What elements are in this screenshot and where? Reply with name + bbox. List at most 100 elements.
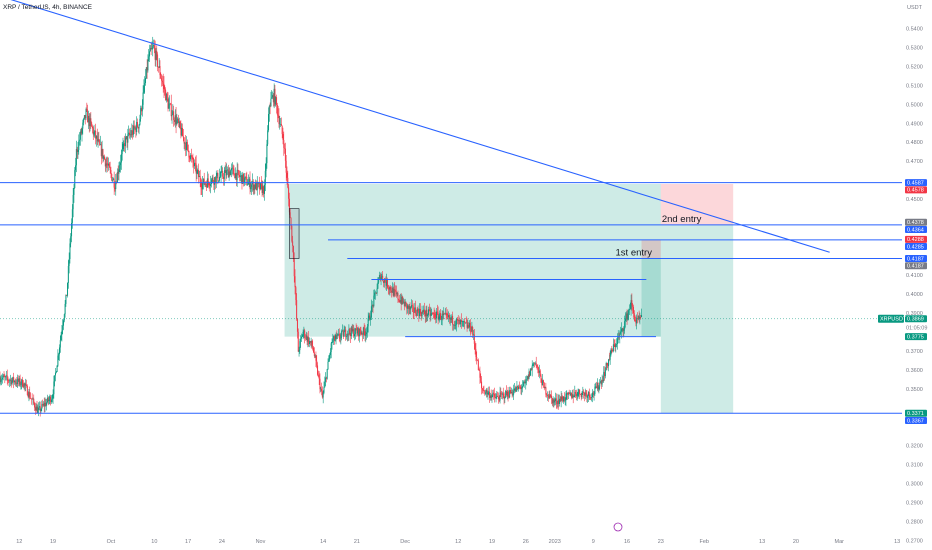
- candle: [177, 117, 179, 124]
- candle: [136, 118, 138, 129]
- candle: [505, 389, 507, 398]
- candle: [243, 172, 245, 187]
- candle: [30, 398, 32, 405]
- candle-body: [582, 391, 584, 393]
- candle: [112, 177, 114, 183]
- candle: [555, 393, 557, 409]
- candle-body: [200, 182, 202, 188]
- candle-body: [517, 385, 519, 389]
- candle-body: [317, 365, 319, 375]
- position-1-target-zone: [641, 258, 661, 337]
- candle-body: [159, 66, 161, 76]
- candle: [164, 85, 166, 96]
- candle-body: [625, 313, 627, 319]
- candle: [420, 312, 422, 321]
- candle-body: [369, 315, 371, 320]
- candle-body: [82, 122, 84, 129]
- candle-body: [396, 293, 398, 295]
- candle: [623, 325, 625, 338]
- candle: [353, 325, 355, 338]
- x-tick-19: 20: [793, 539, 799, 545]
- candle: [322, 390, 324, 404]
- candle: [51, 394, 53, 403]
- candle-body: [620, 328, 622, 332]
- candle: [157, 66, 159, 73]
- candle: [195, 155, 197, 182]
- candle-body: [580, 394, 582, 398]
- candle: [104, 158, 106, 172]
- candle: [150, 43, 152, 56]
- candle: [527, 374, 529, 382]
- candle: [410, 306, 412, 315]
- candle: [196, 165, 198, 180]
- candle-body: [378, 278, 380, 283]
- candle: [471, 321, 473, 332]
- candle: [396, 291, 398, 297]
- candle: [309, 337, 311, 348]
- candle: [391, 282, 393, 293]
- candle: [108, 162, 110, 168]
- candle-body: [46, 402, 48, 406]
- candle-body: [169, 103, 171, 105]
- candle: [273, 83, 275, 109]
- candle: [395, 285, 397, 297]
- candle-body: [451, 315, 453, 320]
- candle-body: [628, 310, 630, 314]
- candle-body: [74, 170, 76, 188]
- candle: [505, 385, 507, 397]
- candle-body: [56, 365, 58, 372]
- candle: [452, 324, 454, 331]
- candle-body: [387, 287, 389, 289]
- candle-body: [577, 392, 579, 396]
- candle-body: [421, 311, 423, 317]
- candle-body: [365, 333, 367, 336]
- candle-body: [611, 349, 613, 351]
- candle-body: [108, 163, 110, 166]
- candle-body: [84, 115, 86, 119]
- candle: [88, 113, 90, 133]
- candle: [585, 389, 587, 397]
- candle-body: [534, 362, 536, 364]
- candle: [554, 397, 556, 406]
- candle: [559, 394, 561, 407]
- candle-body: [419, 308, 421, 317]
- candle-body: [276, 104, 278, 115]
- candle-body: [13, 377, 15, 383]
- candle: [149, 45, 151, 52]
- candle-body: [50, 399, 52, 403]
- candle-body: [120, 162, 122, 166]
- candle: [423, 302, 425, 317]
- candle: [288, 184, 290, 207]
- candle: [136, 116, 138, 136]
- candle: [91, 124, 93, 134]
- candle: [22, 376, 24, 388]
- candle: [409, 302, 411, 315]
- candle: [402, 295, 404, 305]
- candle: [631, 293, 633, 311]
- candle: [224, 165, 226, 173]
- candle: [403, 299, 405, 311]
- price-badge-10: 0.3371: [905, 409, 927, 417]
- candle: [576, 391, 578, 401]
- candle: [192, 153, 194, 168]
- candle: [513, 384, 515, 401]
- candle: [629, 302, 631, 310]
- candle-body: [198, 176, 200, 178]
- candle-body: [481, 388, 483, 390]
- y-tick-17: 0.3000: [906, 482, 923, 488]
- candle-body: [19, 378, 21, 385]
- candle-body: [391, 290, 393, 293]
- candle-body: [121, 148, 123, 155]
- candle-body: [461, 321, 463, 323]
- candle-body: [350, 332, 352, 337]
- candle-body: [26, 385, 28, 396]
- candle-body: [104, 156, 106, 160]
- candles: [0, 36, 643, 417]
- candle-body: [55, 371, 57, 373]
- candle: [325, 372, 327, 387]
- candle: [436, 308, 438, 323]
- candle: [20, 381, 22, 390]
- candle-body: [61, 330, 63, 335]
